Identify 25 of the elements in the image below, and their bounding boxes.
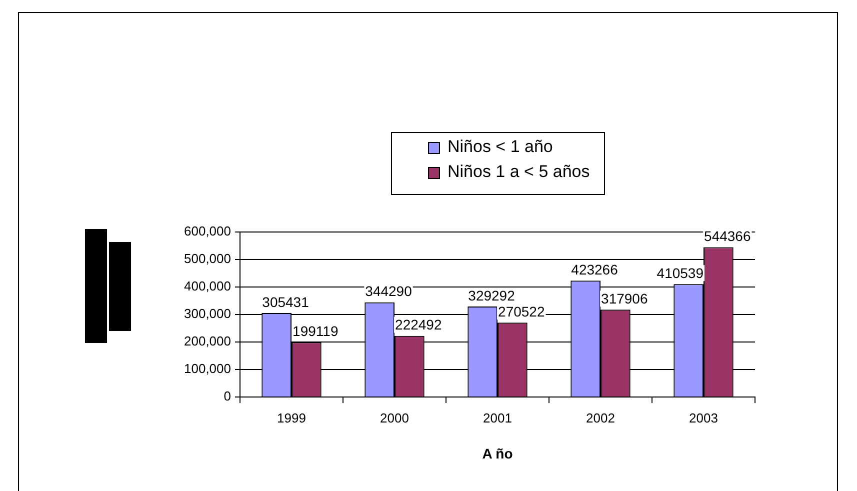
- data-label: 344290: [365, 283, 412, 300]
- data-label: 410539: [656, 264, 704, 281]
- y-tick-label: 100,000: [184, 361, 231, 376]
- x-axis-title: A ño: [482, 445, 513, 462]
- data-label: 329292: [468, 287, 516, 304]
- y-tick-label: 200,000: [184, 334, 231, 349]
- data-label: 199119: [292, 323, 338, 340]
- x-tick-label: 2003: [689, 410, 718, 426]
- data-label: 544366: [704, 228, 751, 244]
- y-tick-label: 300,000: [184, 306, 231, 322]
- data-label: 317906: [601, 290, 648, 306]
- legend-label: Niños < 1 año: [448, 137, 553, 156]
- x-tick-label: 2000: [380, 410, 409, 426]
- data-label: 305431: [262, 294, 310, 310]
- data-label: 270522: [498, 303, 545, 320]
- x-tick-label: 2001: [483, 410, 512, 426]
- y-tick-label: 400,000: [184, 278, 231, 294]
- x-tick-label: 2002: [586, 410, 615, 426]
- x-tick-label: 1999: [277, 410, 306, 426]
- data-label: 423266: [571, 261, 618, 278]
- legend-label: Niños 1 a < 5 años: [448, 162, 590, 182]
- y-tick-label: 600,000: [184, 224, 231, 239]
- y-tick-label: 500,000: [184, 251, 231, 266]
- y-tick-label: 0: [224, 388, 231, 404]
- data-label: 222492: [395, 316, 442, 333]
